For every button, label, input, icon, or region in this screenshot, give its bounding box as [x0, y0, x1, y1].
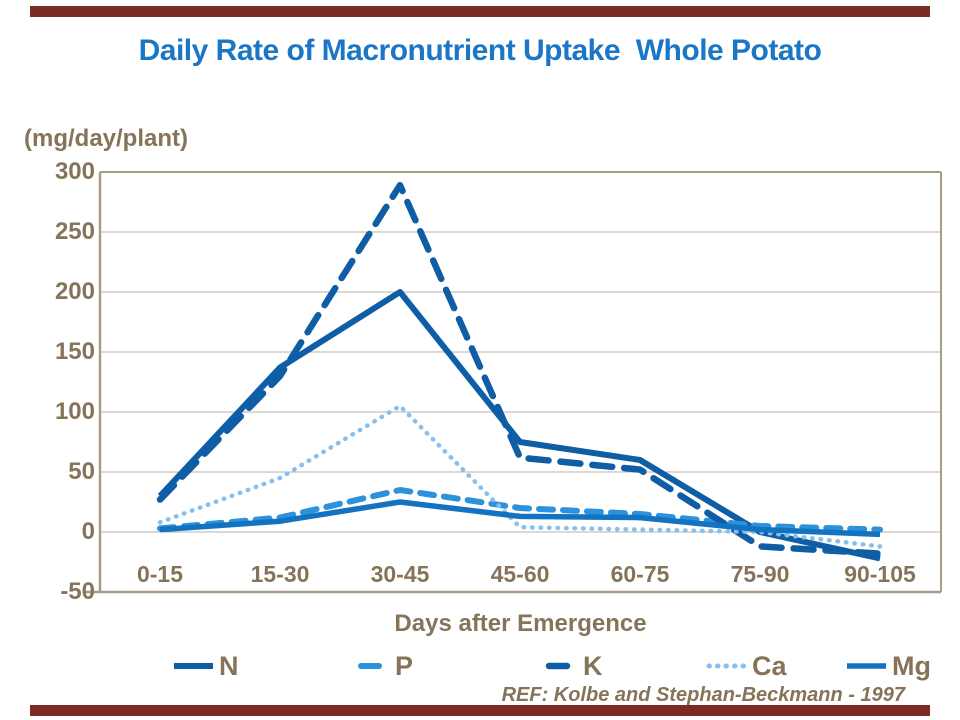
- y-tick-label-200: 200: [54, 278, 95, 305]
- legend-label-Ca: Ca: [752, 650, 787, 681]
- x-axis-title: Days after Emergence: [394, 610, 647, 637]
- line-chart: [83, 171, 942, 594]
- chart-legend: N P K Ca Mg: [0, 648, 960, 684]
- y-tick-label-50: 50: [68, 458, 95, 485]
- legend-item-Mg: Mg: [846, 648, 931, 684]
- legend-label-K: K: [583, 650, 603, 681]
- series-line-Mg: [159, 499, 881, 538]
- x-tick-label-45-60: 45-60: [490, 561, 550, 587]
- legend-swatch-N: [174, 663, 213, 669]
- series-line-K: [156, 181, 884, 557]
- plot-area: [83, 171, 942, 594]
- legend-item-N: N: [173, 648, 239, 684]
- legend-item-K: K: [537, 648, 603, 684]
- x-tick-label-0-15: 0-15: [136, 561, 184, 587]
- legend-swatch-K: [545, 662, 571, 670]
- legend-swatch-Mg: [847, 663, 886, 669]
- legend-label-P: P: [395, 650, 414, 681]
- legend-label-Mg: Mg: [892, 650, 931, 681]
- x-tick-label-75-90: 75-90: [730, 561, 790, 587]
- legend-swatch-P: [358, 663, 382, 669]
- reference-note: REF: Kolbe and Stephan-Beckmann - 1997: [501, 684, 905, 706]
- x-tick-label-60-75: 60-75: [610, 561, 670, 587]
- x-tick-label-90-105: 90-105: [844, 561, 916, 587]
- y-tick-label-250: 250: [54, 218, 95, 245]
- bottom-accent-bar: [30, 705, 930, 716]
- y-tick-label-100: 100: [54, 398, 95, 425]
- legend-item-Ca: Ca: [706, 648, 787, 684]
- legend-swatch-Ca: [706, 663, 748, 669]
- y-tick-label-300: 300: [54, 158, 95, 185]
- legend-item-P: P: [349, 648, 413, 684]
- y-tick-label-0: 0: [81, 518, 95, 545]
- series-line-P: [157, 487, 883, 533]
- y-axis-unit-label: (mg/day/plant): [24, 125, 189, 152]
- legend-label-N: N: [219, 650, 239, 681]
- x-tick-label-30-45: 30-45: [370, 561, 430, 587]
- chart-title: Daily Rate of Macronutrient Uptake Whole…: [138, 34, 822, 67]
- y-tick-label--50: -50: [60, 578, 95, 605]
- y-tick-label-150: 150: [54, 338, 95, 365]
- top-accent-bar: [30, 6, 930, 17]
- x-tick-label-15-30: 15-30: [250, 561, 310, 587]
- series-line-Ca: [157, 403, 883, 549]
